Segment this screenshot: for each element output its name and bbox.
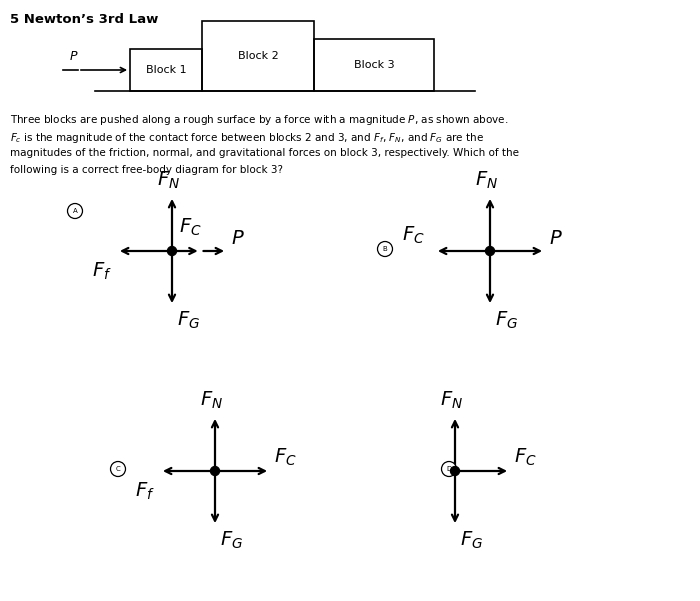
Circle shape: [111, 462, 125, 477]
Circle shape: [167, 246, 176, 255]
Text: $\mathit{F}_\mathit{G}$: $\mathit{F}_\mathit{G}$: [177, 310, 200, 331]
Text: $\mathit{F}_\mathit{C}$: $\mathit{F}_\mathit{C}$: [514, 447, 537, 468]
Text: 5 Newton’s 3rd Law: 5 Newton’s 3rd Law: [10, 13, 158, 26]
Text: B: B: [383, 246, 387, 252]
Text: magnitudes of the friction, normal, and gravitational forces on block 3, respect: magnitudes of the friction, normal, and …: [10, 148, 519, 158]
Circle shape: [377, 242, 393, 257]
Circle shape: [211, 466, 220, 475]
Text: $\mathit{F}_\mathit{f}$: $\mathit{F}_\mathit{f}$: [135, 481, 155, 502]
Text: Block 2: Block 2: [237, 51, 279, 61]
Text: A: A: [73, 208, 78, 214]
Text: $\mathit{F}_\mathit{C}$: $\mathit{F}_\mathit{C}$: [402, 225, 425, 246]
Text: $\mathit{F}_\mathit{G}$: $\mathit{F}_\mathit{G}$: [460, 530, 483, 551]
Bar: [202, 21, 314, 91]
Text: $\mathit{P}$: $\mathit{P}$: [549, 229, 563, 248]
Text: $\mathit{F}_\mathit{C}$: $\mathit{F}_\mathit{C}$: [274, 447, 297, 468]
Text: $\mathit{F}_\mathit{f}$: $\mathit{F}_\mathit{f}$: [92, 261, 112, 282]
Text: P: P: [69, 50, 77, 63]
Text: Block 1: Block 1: [146, 65, 186, 75]
Bar: [130, 49, 202, 91]
Text: C: C: [116, 466, 120, 472]
Circle shape: [67, 204, 83, 219]
Text: $\mathit{F}_\mathit{N}$: $\mathit{F}_\mathit{N}$: [158, 169, 181, 191]
Bar: [314, 39, 434, 91]
Circle shape: [451, 466, 459, 475]
Text: $\mathit{P}$: $\mathit{P}$: [231, 229, 245, 248]
Circle shape: [442, 462, 456, 477]
Text: $\mathit{F}_\mathit{N}$: $\mathit{F}_\mathit{N}$: [475, 169, 498, 191]
Text: Three blocks are pushed along a rough surface by a force with a magnitude $\math: Three blocks are pushed along a rough su…: [10, 113, 509, 127]
Circle shape: [486, 246, 494, 255]
Text: $\mathit{F}_\mathit{N}$: $\mathit{F}_\mathit{N}$: [200, 389, 223, 411]
Text: $\mathit{F}_\mathit{C}$: $\mathit{F}_\mathit{C}$: [179, 217, 202, 238]
Text: $\mathit{F}_\mathit{G}$: $\mathit{F}_\mathit{G}$: [495, 310, 518, 331]
Text: Block 3: Block 3: [354, 60, 394, 70]
Text: D: D: [447, 466, 452, 472]
Text: $\mathit{F_c}$ is the magnitude of the contact force between blocks 2 and 3, and: $\mathit{F_c}$ is the magnitude of the c…: [10, 131, 484, 145]
Text: following is a correct free-body diagram for block 3?: following is a correct free-body diagram…: [10, 165, 283, 175]
Text: $\mathit{F}_\mathit{N}$: $\mathit{F}_\mathit{N}$: [440, 389, 463, 411]
Text: $\mathit{F}_\mathit{G}$: $\mathit{F}_\mathit{G}$: [220, 530, 243, 551]
